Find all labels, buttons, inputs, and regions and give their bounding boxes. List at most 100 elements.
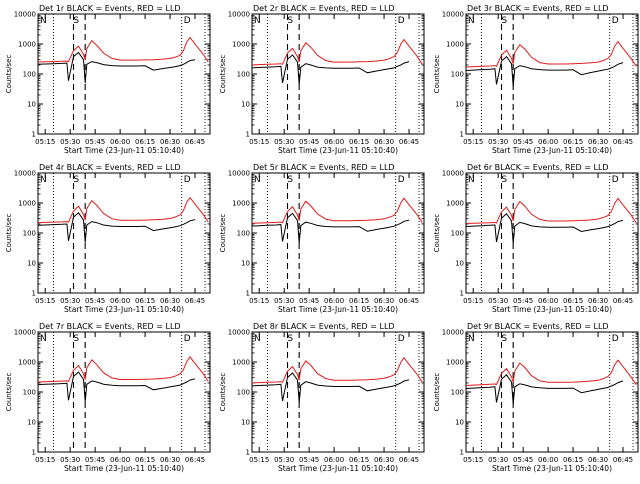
panel-title: Det 7r BLACK = Events, RED = LLD bbox=[39, 322, 181, 331]
x-tick-label: 06:15 bbox=[349, 456, 369, 464]
marker-n-label: N bbox=[468, 16, 475, 26]
y-tick-label: 1000 bbox=[232, 359, 250, 367]
marker-d-label: D bbox=[184, 175, 191, 185]
x-tick-label: 06:15 bbox=[135, 138, 155, 146]
x-tick-label: 05:45 bbox=[85, 297, 105, 305]
y-tick-label: 1 bbox=[460, 131, 464, 139]
marker-n-label: N bbox=[254, 334, 261, 344]
x-tick-label: 05:15 bbox=[463, 456, 483, 464]
y-tick-label: 10000 bbox=[228, 170, 250, 178]
x-axis-label: Start Time (23-Jun-11 05:10:40) bbox=[278, 305, 398, 314]
marker-d-label: D bbox=[612, 175, 619, 185]
marker-d-label: D bbox=[398, 175, 405, 185]
panel-title: Det 6r BLACK = Events, RED = LLD bbox=[467, 163, 609, 172]
x-tick-label: 05:30 bbox=[274, 456, 294, 464]
panel-title: Det 5r BLACK = Events, RED = LLD bbox=[253, 163, 395, 172]
x-tick-label: 06:45 bbox=[185, 456, 205, 464]
x-tick-label: 05:45 bbox=[299, 456, 319, 464]
x-tick-label: 06:15 bbox=[135, 456, 155, 464]
y-tick-label: 1000 bbox=[18, 41, 36, 49]
marker-s-label: S bbox=[73, 175, 79, 185]
x-tick-label: 05:45 bbox=[299, 138, 319, 146]
marker-n-label: N bbox=[468, 175, 475, 185]
events-series-line bbox=[252, 212, 410, 244]
y-tick-label: 1 bbox=[32, 131, 36, 139]
y-axis-label: Counts/sec bbox=[433, 214, 441, 253]
detector-panel-8: Det 8r BLACK = Events, RED = LLD 1 10 100 10… bbox=[219, 322, 425, 473]
events-series-line bbox=[38, 51, 196, 84]
plot-frame bbox=[251, 13, 425, 135]
x-axis-label: Start Time (23-Jun-11 05:10:40) bbox=[492, 146, 612, 155]
y-tick-label: 10 bbox=[27, 101, 36, 109]
y-tick-label: 100 bbox=[23, 389, 36, 397]
x-tick-label: 06:45 bbox=[399, 456, 419, 464]
plot-frame bbox=[37, 13, 211, 135]
marker-d-label: D bbox=[612, 334, 619, 344]
y-tick-label: 100 bbox=[237, 389, 250, 397]
x-tick-label: 05:30 bbox=[274, 138, 294, 146]
lld-series-line bbox=[252, 38, 423, 66]
events-series-line bbox=[38, 371, 196, 402]
x-tick-label: 06:30 bbox=[374, 297, 394, 305]
y-tick-label: 10 bbox=[455, 101, 464, 109]
x-tick-label: 06:45 bbox=[185, 297, 205, 305]
x-tick-label: 05:15 bbox=[35, 456, 55, 464]
x-tick-label: 05:45 bbox=[85, 138, 105, 146]
y-axis-label: Counts/sec bbox=[219, 55, 227, 94]
x-tick-label: 06:45 bbox=[399, 297, 419, 305]
x-tick-label: 05:30 bbox=[488, 138, 508, 146]
marker-n-label: N bbox=[254, 16, 261, 26]
marker-s-label: S bbox=[73, 16, 79, 26]
x-tick-label: 06:00 bbox=[110, 138, 130, 146]
y-tick-label: 100 bbox=[451, 230, 464, 238]
x-tick-label: 06:45 bbox=[613, 456, 633, 464]
detector-panel-5: Det 5r BLACK = Events, RED = LLD 1 10 100 10… bbox=[219, 163, 425, 314]
marker-s-label: S bbox=[501, 16, 507, 26]
plot-frame bbox=[465, 172, 639, 294]
y-axis-label: Counts/sec bbox=[5, 214, 13, 253]
y-tick-label: 10000 bbox=[14, 11, 36, 19]
y-tick-label: 10000 bbox=[442, 329, 464, 337]
y-tick-label: 10000 bbox=[228, 11, 250, 19]
detector-panel-3: Det 3r BLACK = Events, RED = LLD 1 10 100 10… bbox=[433, 4, 639, 155]
y-tick-label: 1 bbox=[246, 449, 250, 457]
marker-d-label: D bbox=[398, 334, 405, 344]
x-axis-label: Start Time (23-Jun-11 05:10:40) bbox=[492, 305, 612, 314]
x-tick-label: 05:15 bbox=[249, 297, 269, 305]
y-tick-label: 10000 bbox=[442, 11, 464, 19]
events-series-line bbox=[38, 212, 196, 243]
panel-title: Det 8r BLACK = Events, RED = LLD bbox=[253, 322, 395, 331]
x-tick-label: 06:00 bbox=[538, 456, 558, 464]
plot-frame bbox=[37, 172, 211, 294]
y-tick-label: 10 bbox=[241, 419, 250, 427]
x-tick-label: 06:00 bbox=[538, 297, 558, 305]
marker-s-label: S bbox=[287, 334, 293, 344]
y-tick-label: 1000 bbox=[18, 200, 36, 208]
y-tick-label: 10 bbox=[241, 260, 250, 268]
events-series-line bbox=[466, 55, 624, 86]
x-tick-label: 06:15 bbox=[135, 297, 155, 305]
x-axis-label: Start Time (23-Jun-11 05:10:40) bbox=[64, 464, 184, 473]
x-tick-label: 06:30 bbox=[588, 456, 608, 464]
x-tick-label: 05:15 bbox=[35, 138, 55, 146]
x-tick-label: 05:15 bbox=[463, 138, 483, 146]
plot-frame bbox=[465, 331, 639, 453]
marker-n-label: N bbox=[468, 334, 475, 344]
y-tick-label: 1 bbox=[246, 290, 250, 298]
x-tick-label: 06:45 bbox=[399, 138, 419, 146]
y-tick-label: 1 bbox=[460, 290, 464, 298]
events-series-line bbox=[466, 374, 624, 404]
panel-title: Det 9r BLACK = Events, RED = LLD bbox=[467, 322, 609, 331]
detector-panel-6: Det 6r BLACK = Events, RED = LLD 1 10 100 10… bbox=[433, 163, 639, 314]
y-tick-label: 10 bbox=[27, 260, 36, 268]
x-tick-label: 06:30 bbox=[160, 297, 180, 305]
x-tick-label: 06:30 bbox=[588, 297, 608, 305]
lld-series-line bbox=[466, 40, 637, 68]
y-axis-label: Counts/sec bbox=[5, 55, 13, 94]
marker-n-label: N bbox=[254, 175, 261, 185]
x-tick-label: 05:45 bbox=[85, 456, 105, 464]
lld-series-line bbox=[466, 197, 637, 225]
x-tick-label: 06:15 bbox=[563, 297, 583, 305]
marker-s-label: S bbox=[287, 175, 293, 185]
